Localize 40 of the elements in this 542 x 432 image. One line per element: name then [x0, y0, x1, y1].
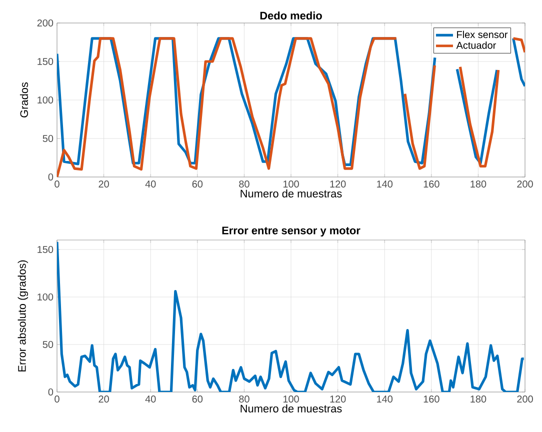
x-tick-label: 200: [517, 180, 533, 188]
x-tick-label: 140: [377, 396, 393, 403]
chart-title: Dedo medio: [260, 11, 322, 20]
x-tick-label: 40: [145, 180, 156, 188]
y-axis-title: Grados: [20, 82, 28, 118]
legend-label: Flex sensor: [457, 30, 508, 38]
x-tick-label: 40: [145, 396, 156, 403]
x-tick-label: 160: [424, 180, 440, 188]
x-tick-label: 140: [377, 180, 393, 188]
x-tick-label: 120: [330, 396, 346, 403]
x-tick-label: 80: [239, 180, 250, 188]
y-tick-label: 150: [38, 246, 54, 254]
y-tick-label: 100: [38, 293, 54, 301]
x-axis-title: Numero de muestras: [240, 404, 342, 412]
x-tick-label: 0: [54, 180, 60, 188]
x-tick-label: 180: [470, 180, 486, 188]
x-tick-label: 0: [54, 396, 60, 403]
chart-title: Error entre sensor y motor: [222, 226, 360, 236]
x-tick-label: 180: [470, 396, 486, 403]
y-axis-title: Error absoluto (grados): [18, 260, 28, 372]
y-tick-label: 200: [37, 19, 54, 27]
x-tick-label: 80: [239, 396, 250, 403]
x-tick-label: 100: [283, 180, 299, 188]
x-axis-title: Numero de muestras: [240, 189, 342, 198]
x-tick-label: 200: [517, 396, 533, 403]
y-tick-label: 50: [42, 134, 54, 142]
x-tick-label: 20: [98, 180, 109, 188]
y-tick-label: 0: [48, 173, 54, 181]
y-tick-label: 150: [38, 58, 54, 66]
legend-label: Actuador: [456, 42, 496, 49]
x-tick-label: 60: [192, 180, 203, 188]
y-tick-label: 100: [38, 96, 54, 104]
x-tick-label: 100: [283, 396, 299, 403]
x-tick-label: 60: [192, 396, 203, 403]
y-tick-label: 50: [42, 340, 54, 348]
y-tick-label: 0: [48, 388, 54, 396]
x-tick-label: 20: [98, 396, 109, 403]
line-series: [57, 240, 526, 392]
x-tick-label: 160: [424, 396, 440, 403]
x-tick-label: 120: [330, 180, 346, 188]
